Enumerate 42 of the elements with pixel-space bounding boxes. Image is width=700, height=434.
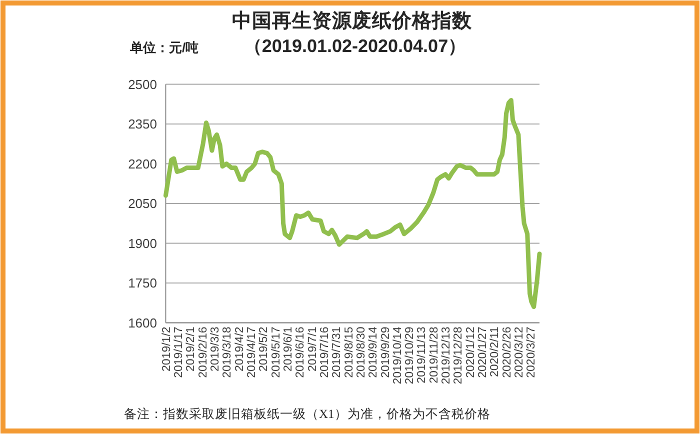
x-tick-label: 2019/1/17 [173,326,186,378]
x-tick-label: 2019/9/14 [368,326,380,378]
x-tick-label: 2019/6/16 [294,326,307,378]
x-tick-label: 2019/9/29 [380,326,392,378]
x-tick-label: 2019/5/17 [270,326,282,378]
x-tick-label: 2019/6/1 [282,326,294,372]
x-tick-label: 2019/4/17 [246,326,258,378]
x-tick-label: 2020/1/12 [464,326,477,378]
y-tick-label: 2350 [128,116,157,132]
y-tick-label: 1600 [128,315,157,330]
x-tick-label: 2019/10/14 [392,326,404,384]
x-tick-label: 2020/1/27 [477,326,490,378]
y-tick-label: 2500 [128,76,157,92]
text: 备注：指数采取废旧箱板纸一级（X1）为准，价格为不含税价格 [124,407,490,421]
x-tick-label: 2019/2/1 [185,326,198,372]
x-tick-label: 2019/8/30 [355,326,368,378]
x-tick-label: 2019/7/16 [318,326,331,378]
x-tick-label: 2019/8/15 [343,326,356,378]
x-tick-label: 2020/2/26 [501,326,514,378]
chart-title: 中国再生资源废纸价格指数 [232,9,473,32]
x-tick-label: 2020/3/12 [514,326,526,378]
x-tick-label: 2019/7/31 [331,326,344,378]
x-tick-label: 2019/11/13 [416,326,428,384]
x-tick-label: 2019/3/3 [209,326,222,372]
x-tick-label: 2019/7/1 [306,326,319,372]
x-tick-label: 2020/3/27 [526,326,538,378]
y-axis-title: 单位：元/吨 [129,40,199,55]
x-tick-label: 2019/5/2 [258,326,270,372]
y-tick-label: 1750 [128,276,157,291]
x-tick-label: 2019/11/28 [428,326,440,384]
x-tick-label: 2019/10/29 [404,326,416,384]
x-tick-label: 2020/2/11 [489,326,502,378]
x-tick-label: 2019/4/2 [234,326,246,372]
y-tick-label: 2050 [128,196,157,212]
x-tick-label: 2019/1/2 [160,326,173,372]
x-tick-label: 2019/12/28 [452,326,465,384]
x-tick-label: 2019/3/18 [222,326,234,378]
y-tick-label: 1900 [128,236,157,251]
x-tick-label: 2019/12/13 [440,326,453,384]
x-tick-label: 2019/2/16 [197,326,210,378]
chart-subtitle: （2019.01.02-2020.04.07） [244,36,466,56]
y-tick-label: 2200 [128,156,157,172]
